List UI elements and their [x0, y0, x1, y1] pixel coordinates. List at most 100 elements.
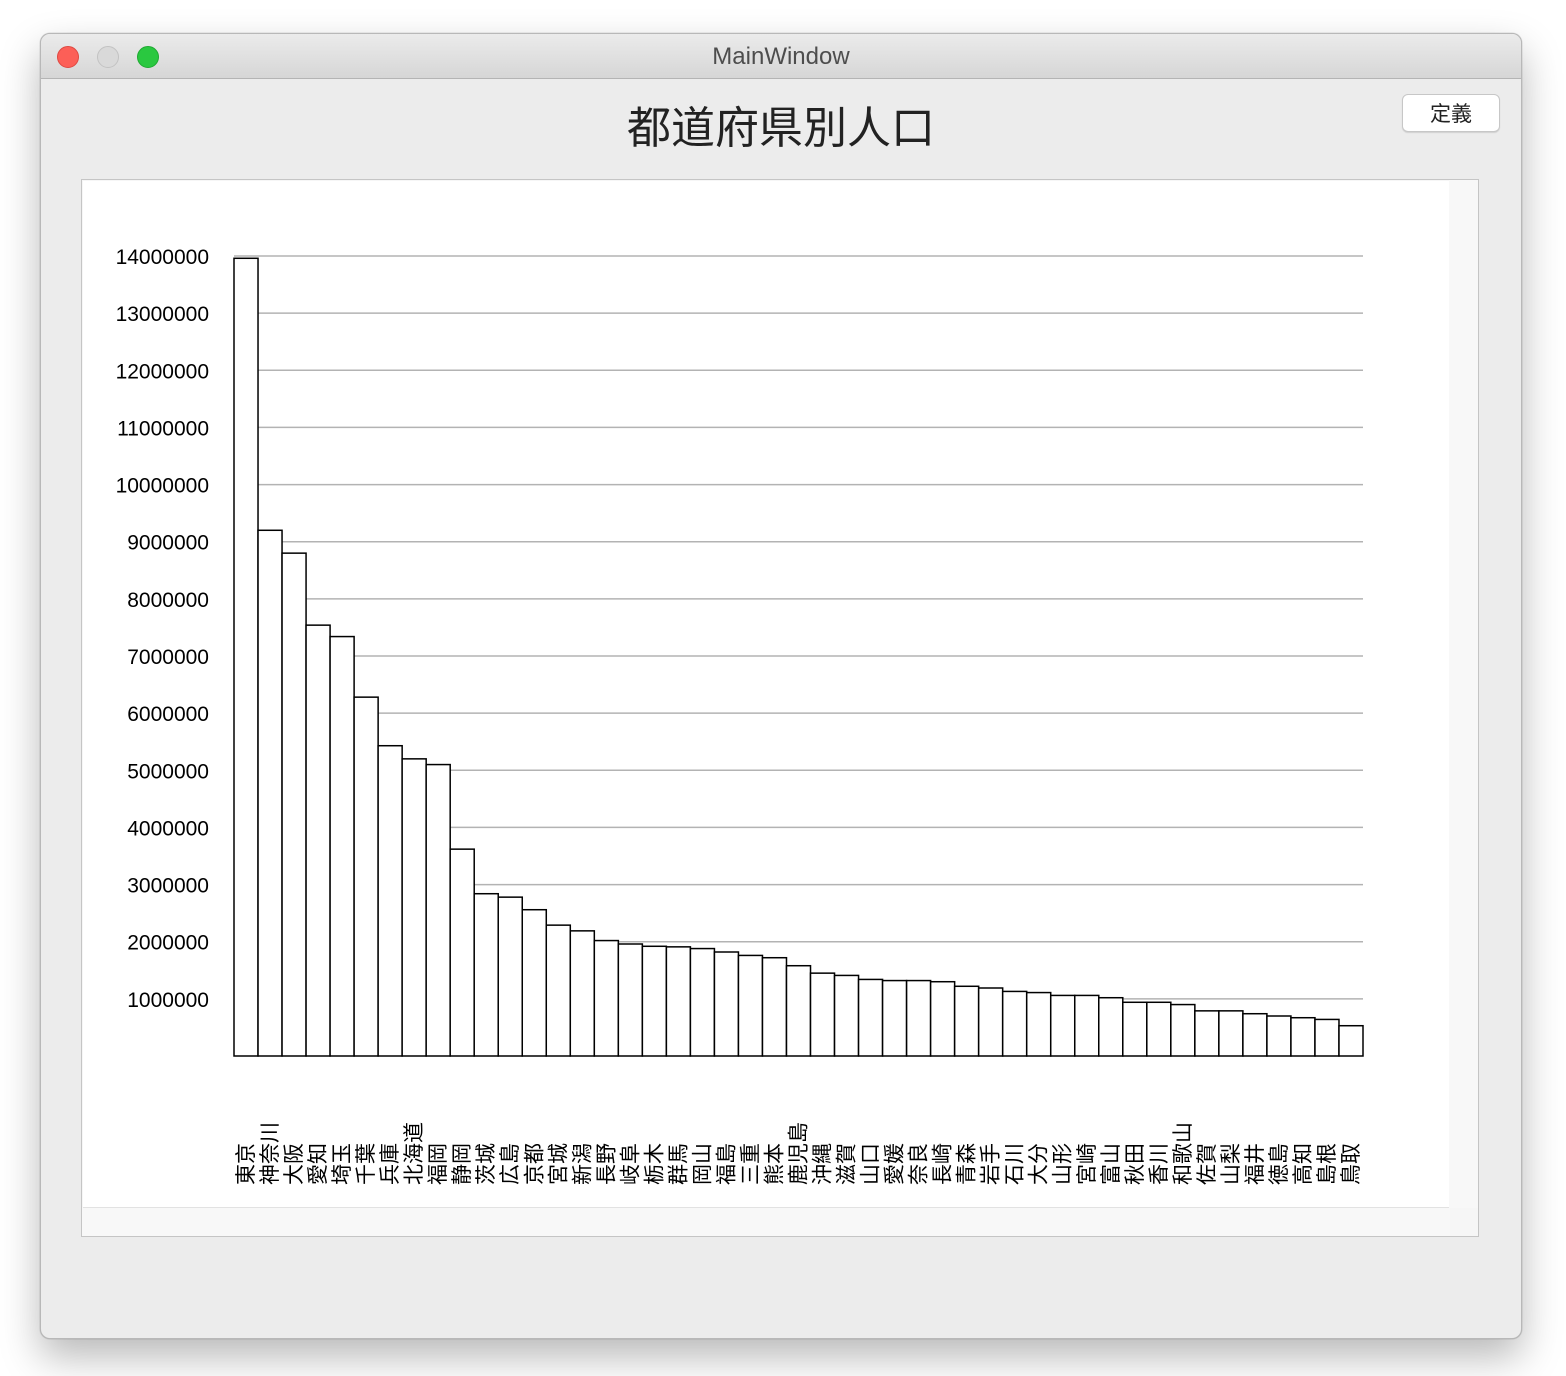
bars: [233, 257, 1364, 1057]
bar: [953, 985, 980, 1057]
bar: [905, 979, 932, 1057]
x-tick-label: 愛知: [306, 1143, 330, 1185]
y-axis-tick-labels: 1000000 2000000 3000000 4000000 5000000 60000…: [116, 246, 209, 1012]
x-tick-label: 和歌山: [1171, 1122, 1195, 1185]
x-tick-label: 富山: [1099, 1143, 1123, 1185]
x-tick-label: 大分: [1027, 1143, 1051, 1185]
bar: [1218, 1010, 1244, 1057]
define-button[interactable]: 定義: [1402, 94, 1500, 132]
x-tick-label: 滋賀: [835, 1143, 859, 1185]
bar: [1025, 991, 1052, 1057]
x-tick-label: 兵庫: [378, 1143, 402, 1185]
bar: [761, 956, 788, 1057]
y-tick-label: 13000000: [116, 303, 209, 326]
x-tick-label: 山梨: [1219, 1143, 1243, 1185]
bar: [233, 257, 259, 1057]
x-tick-label: 高知: [1291, 1143, 1315, 1185]
title-bar[interactable]: MainWindow: [41, 34, 1521, 79]
y-tick-label: 14000000: [116, 246, 209, 269]
x-tick-label: 宮城: [546, 1143, 570, 1185]
x-tick-label: 香川: [1147, 1143, 1171, 1185]
bar: [1122, 1001, 1148, 1057]
x-tick-label: 鹿児島: [787, 1122, 811, 1185]
bar: [713, 951, 740, 1057]
y-tick-label: 10000000: [116, 475, 209, 498]
bar: [857, 978, 884, 1057]
x-tick-label: 岡山: [690, 1143, 714, 1185]
x-tick-label: 静岡: [450, 1143, 474, 1185]
bar: [1338, 1024, 1364, 1057]
x-tick-label: 島根: [1315, 1143, 1339, 1185]
x-tick-label: 東京: [234, 1143, 258, 1185]
x-tick-label: 神奈川: [258, 1122, 282, 1185]
bar: [929, 980, 956, 1057]
bar: [449, 848, 475, 1057]
bar: [737, 954, 764, 1057]
y-tick-label: 3000000: [127, 875, 209, 898]
y-tick-label: 5000000: [127, 760, 209, 783]
x-tick-label: 青森: [955, 1143, 979, 1185]
bar: [1290, 1016, 1316, 1057]
bar: [641, 945, 668, 1057]
y-tick-label: 7000000: [127, 646, 209, 669]
x-tick-label: 群馬: [666, 1143, 690, 1185]
x-tick-label: 新潟: [570, 1143, 594, 1185]
bar: [473, 892, 499, 1057]
bar: [1170, 1003, 1196, 1057]
bar: [1194, 1010, 1220, 1057]
bar: [593, 939, 620, 1057]
bar: [1001, 990, 1028, 1057]
bar: [1146, 1001, 1172, 1057]
bar: [497, 896, 524, 1057]
x-axis-category-labels: 東京 神奈川 大阪 愛知 埼玉 千葉 兵庫 北海道 福岡 静岡 茨城 広島 京都 宮城 新潟 長野 岐阜 栃木 群馬…: [234, 1122, 1363, 1185]
x-tick-label: 福井: [1243, 1143, 1267, 1185]
vertical-scrollbar[interactable]: [1449, 180, 1478, 1208]
bar: [377, 744, 403, 1057]
bar: [1266, 1015, 1292, 1057]
x-tick-label: 山口: [859, 1143, 883, 1185]
bar: [1242, 1012, 1268, 1057]
bar: [881, 979, 908, 1057]
x-tick-label: 京都: [522, 1143, 546, 1185]
main-window: MainWindow 都道府県別人口 定義 1000000 2000000 3000…: [40, 33, 1522, 1339]
x-tick-label: 長崎: [931, 1143, 955, 1185]
chart-viewport: 1000000 2000000 3000000 4000000 5000000 60000…: [83, 181, 1450, 1208]
x-tick-label: 長野: [594, 1143, 618, 1185]
minimize-window-button[interactable]: [97, 46, 119, 68]
bar: [401, 758, 427, 1057]
x-tick-label: 岩手: [979, 1143, 1003, 1185]
bar: [665, 946, 692, 1057]
x-tick-label: 愛媛: [883, 1143, 907, 1185]
zoom-window-button[interactable]: [137, 46, 159, 68]
x-tick-label: 広島: [498, 1143, 522, 1185]
chart-scroll-area[interactable]: 1000000 2000000 3000000 4000000 5000000 60000…: [81, 179, 1479, 1237]
bar: [617, 943, 644, 1057]
bar: [1098, 996, 1124, 1057]
x-tick-label: 茨城: [474, 1143, 498, 1185]
bar: [1314, 1018, 1340, 1057]
horizontal-scrollbar[interactable]: [82, 1208, 1450, 1236]
bar: [521, 908, 548, 1057]
close-window-button[interactable]: [57, 46, 79, 68]
y-tick-label: 6000000: [127, 703, 209, 726]
bar: [257, 529, 283, 1057]
y-tick-label: 9000000: [127, 532, 209, 555]
x-tick-label: 奈良: [907, 1143, 931, 1185]
bar: [1049, 994, 1076, 1057]
x-tick-label: 石川: [1003, 1143, 1027, 1185]
bar: [281, 552, 307, 1057]
x-tick-label: 北海道: [402, 1122, 426, 1185]
bar: [329, 635, 355, 1057]
bar-chart: 1000000 2000000 3000000 4000000 5000000 60000…: [116, 246, 1364, 1185]
bar: [809, 972, 836, 1057]
x-tick-label: 福島: [714, 1143, 738, 1185]
chart-title: 都道府県別人口: [627, 103, 935, 154]
bar: [833, 974, 860, 1057]
x-tick-label: 福岡: [426, 1143, 450, 1185]
bar: [425, 763, 451, 1057]
bar: [305, 624, 331, 1057]
y-tick-label: 8000000: [127, 589, 209, 612]
window-title: MainWindow: [712, 43, 850, 70]
x-tick-label: 沖縄: [811, 1143, 835, 1185]
y-tick-label: 2000000: [127, 932, 209, 955]
